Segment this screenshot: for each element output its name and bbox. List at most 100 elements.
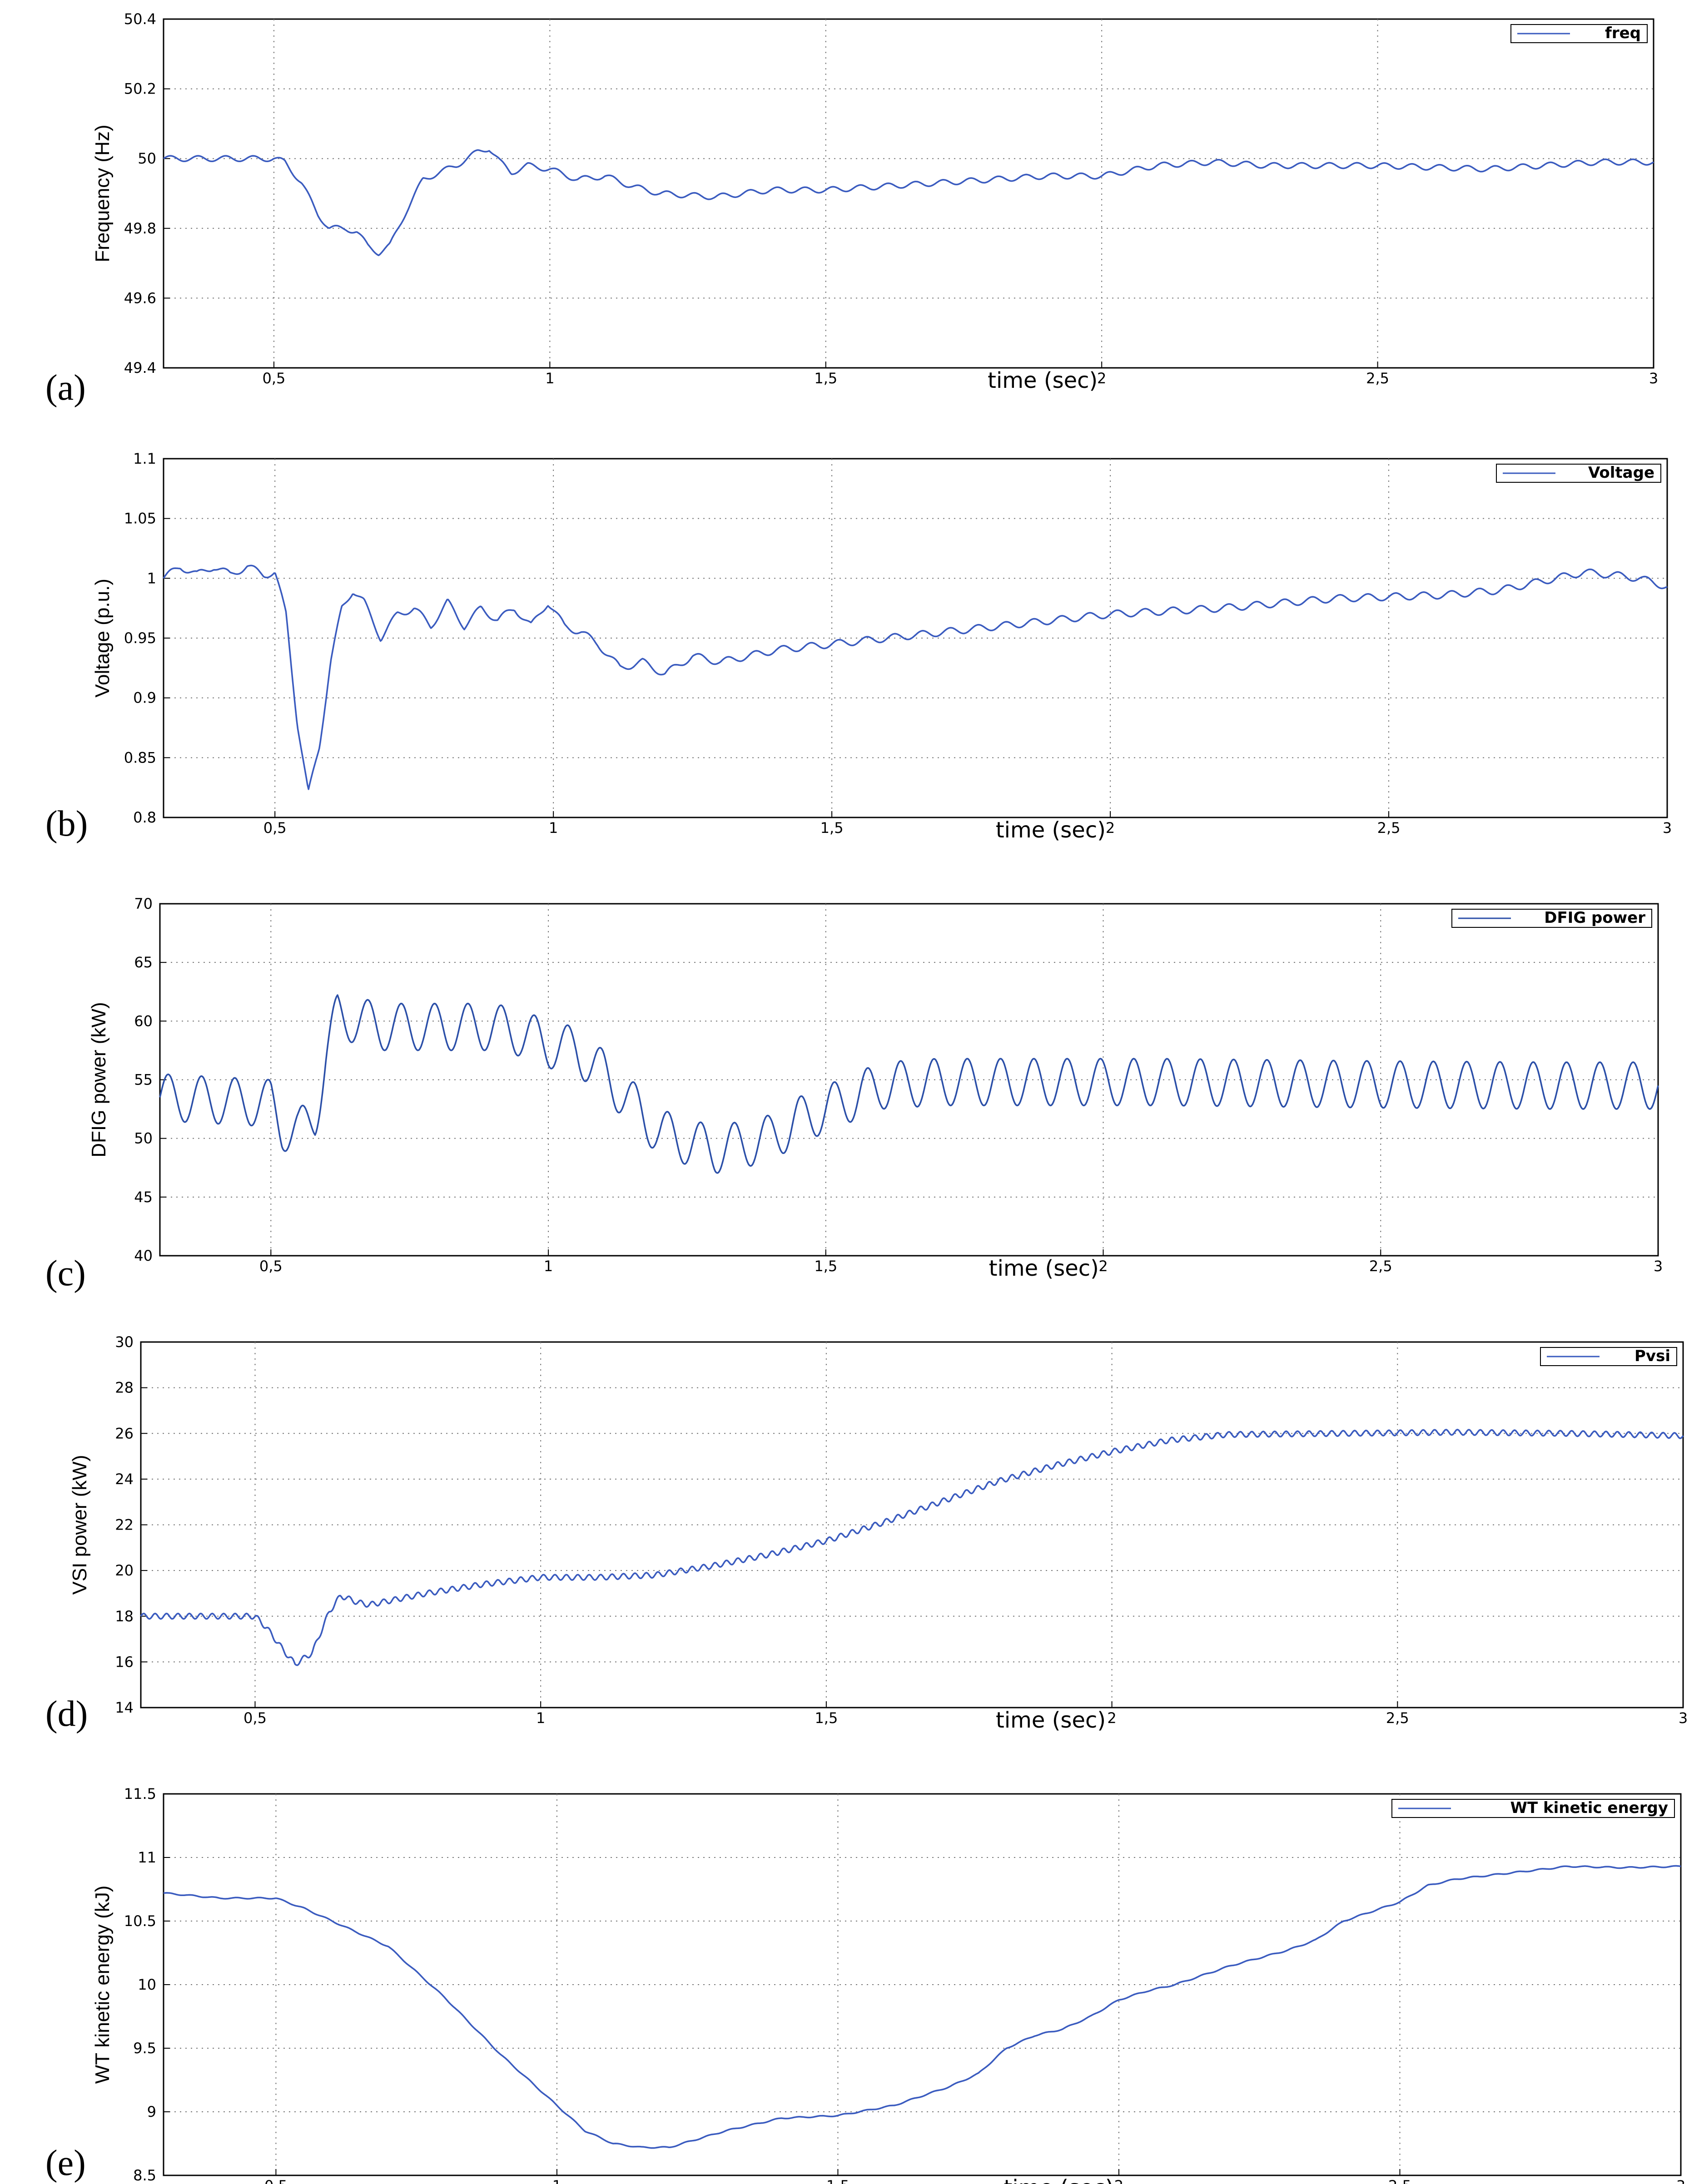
dfig-power-chart: 0,5 1 1,5 2 2,5 3 40 45 50 55 60 65 70 DFIG power (kW… [45,886,1699,1294]
y-axis-label: DFIG power (kW) [88,1002,110,1157]
y-tick-label: 50.4 [124,10,156,28]
x-tick-label: 1,5 [820,819,844,837]
y-axis-label: VSI power (kW) [69,1455,91,1595]
y-tick-label: 28 [115,1379,134,1397]
x-tick-label: 0,5 [264,2177,288,2184]
y-tick-label: 1.05 [124,510,156,527]
y-tick-label: 10 [138,1976,156,1993]
frequency-chart: 0,5 1 1,5 2 2,5 3 49.4 49.6 49.8 50 50.2 50.4 Freque… [45,0,1699,409]
x-axis-label: time (sec) [1004,2175,1114,2184]
legend-label: WT kinetic energy [1510,1799,1668,1817]
chart-svg: 0,5 1 1,5 2 2,5 3 49.4 49.6 49.8 50 50.2 50.4 Freque… [45,10,1658,408]
x-axis-label: time (sec) [988,368,1098,393]
x-tick-label: 2,5 [1377,819,1401,837]
x-tick-label: 2 [1114,2177,1123,2184]
series-line [140,1429,1684,1666]
y-tick-label: 65 [134,954,153,971]
panel-label: (d) [45,1694,88,1734]
x-tick-label: 1 [536,1709,545,1727]
x-axis-label: time (sec) [989,1256,1099,1281]
legend-label: Voltage [1588,464,1654,482]
y-tick-label: 24 [115,1471,134,1488]
x-tick-label: 1,5 [814,370,837,387]
series-line [163,1865,1681,2149]
x-tick-label: 0,5 [263,370,286,387]
y-tick-label: 11 [138,1849,156,1866]
x-tick-label: 1,5 [815,1709,838,1727]
y-tick-label: 22 [115,1516,134,1534]
y-tick-label: 26 [115,1425,134,1442]
panel-label: (e) [45,2143,86,2183]
x-tick-label: 1 [545,370,554,387]
y-tick-label: 9.5 [133,2040,156,2057]
y-tick-label: 1 [147,570,156,587]
y-axis-label: Voltage (p.u.) [91,579,114,698]
x-tick-label: 1 [549,819,558,837]
y-tick-label: 14 [115,1699,134,1716]
x-axis-label: time (sec) [996,1708,1106,1733]
chart-svg: 0,5 1 1,5 2 2,5 3 14 16 18 20 22 24 26 28 30 VSI power … [45,1333,1688,1734]
plot-frame [163,18,1654,369]
series-line [163,149,1654,256]
x-tick-label: 2,5 [1386,1709,1409,1727]
y-tick-label: 10.5 [124,1912,156,1930]
y-axis-label: Frequency (Hz) [91,124,114,262]
panel-label: (a) [45,368,86,408]
chart-svg: 0,5 1 1,5 2 2,5 3 0.8 0.85 0.9 0.95 1 1.05 1.1 Voltag… [45,450,1672,844]
x-axis-label: time (sec) [996,817,1106,843]
x-tick-label: 3 [1676,2177,1685,2184]
chart-svg: 0,5 1 1,5 2 2,5 3 8.5 9 9.5 10 10.5 11 11.5 WT kineti… [45,1785,1685,2184]
x-tick-label: 2 [1098,1258,1108,1275]
vsi-power-chart: 0,5 1 1,5 2 2,5 3 14 16 18 20 22 24 26 28 30 VSI power … [45,1326,1699,1735]
y-tick-label: 9 [147,2103,156,2120]
x-tick-label: 0,5 [263,819,287,837]
legend-label: DFIG power [1544,909,1645,927]
y-tick-label: 60 [134,1012,153,1030]
y-tick-label: 18 [115,1608,134,1625]
y-tick-label: 49.4 [124,359,156,376]
voltage-chart: 0,5 1 1,5 2 2,5 3 0.8 0.85 0.9 0.95 1 1.05 1.1 Voltag… [45,436,1699,845]
x-tick-label: 1 [552,2177,561,2184]
plot-frame [163,458,1668,818]
y-axis-label: WT kinetic energy (kJ) [91,1886,114,2084]
y-tick-label: 0.85 [124,749,156,766]
plot-frame [140,1341,1684,1709]
wt-kinetic-energy-chart: 0,5 1 1,5 2 2,5 3 8.5 9 9.5 10 10.5 11 11.5 WT kineti… [45,1776,1699,2184]
series-line [159,994,1659,1174]
x-tick-label: 2 [1097,370,1106,387]
legend-label: freq [1605,24,1641,42]
y-tick-label: 49.6 [124,289,156,307]
y-tick-label: 20 [115,1562,134,1579]
y-tick-label: 55 [134,1071,153,1089]
x-tick-label: 0,5 [243,1709,267,1727]
y-tick-label: 0.8 [133,809,156,826]
x-tick-label: 2,5 [1388,2177,1411,2184]
y-tick-label: 70 [134,895,153,912]
x-tick-label: 3 [1679,1709,1688,1727]
y-tick-label: 11.5 [124,1785,156,1803]
x-tick-label: 2,5 [1366,370,1389,387]
y-tick-label: 50 [134,1130,153,1147]
legend-label: Pvsi [1634,1347,1670,1365]
y-tick-label: 0.95 [124,629,156,647]
y-tick-label: 40 [134,1247,153,1264]
y-tick-label: 45 [134,1189,153,1206]
y-tick-label: 16 [115,1653,134,1670]
y-tick-label: 0.9 [133,689,156,707]
series-line [163,565,1668,790]
x-tick-label: 1,5 [826,2177,850,2184]
x-tick-label: 3 [1663,819,1672,837]
y-tick-label: 30 [115,1333,134,1351]
x-tick-label: 3 [1649,370,1658,387]
x-tick-label: 2,5 [1369,1258,1392,1275]
x-tick-label: 3 [1654,1258,1663,1275]
y-tick-label: 49.8 [124,220,156,237]
y-tick-label: 50.2 [124,80,156,98]
x-tick-label: 2 [1106,819,1115,837]
x-tick-label: 1,5 [814,1258,837,1275]
panel-label: (c) [45,1253,86,1293]
y-tick-label: 1.1 [133,450,156,467]
y-tick-label: 8.5 [133,2167,156,2184]
x-tick-label: 1 [544,1258,553,1275]
panel-label: (b) [45,804,88,844]
